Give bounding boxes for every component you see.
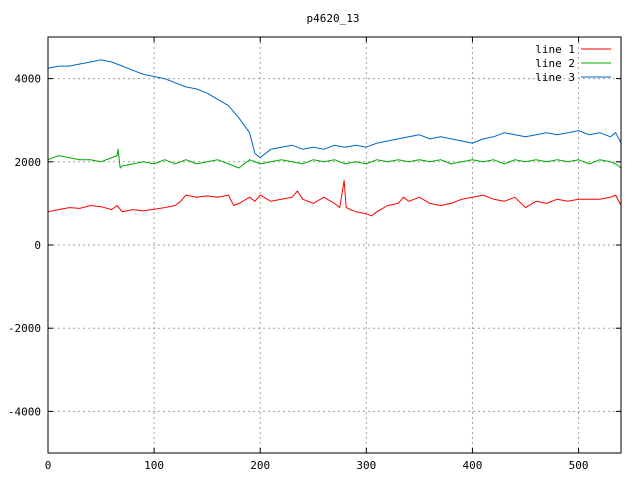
series-line-1 [47,180,622,217]
x-tick-label: 500 [569,459,589,472]
y-tick-label: -2000 [8,322,41,335]
grid-layer [48,37,621,453]
legend-label-3: line 3 [535,71,575,84]
legend-label-2: line 2 [535,57,575,70]
y-tick-label: 0 [34,239,41,252]
y-tick-label: 2000 [15,156,42,169]
series-layer [47,59,622,217]
y-tick-label: 4000 [15,73,42,86]
x-tick-label: 200 [250,459,270,472]
series-line-3 [47,59,622,159]
y-tick-label: -4000 [8,405,41,418]
legend-label-1: line 1 [535,43,575,56]
chart-title: p4620_13 [307,12,360,25]
x-tick-label: 400 [463,459,483,472]
series-line-2 [47,148,622,169]
plot-frame [47,36,622,454]
x-tick-label: 0 [45,459,52,472]
axis-ticks: 0 100 200 300 400 500 -4000 -2000 0 2000 4000 [8,37,621,472]
x-tick-label: 100 [144,459,164,472]
x-tick-label: 300 [356,459,376,472]
